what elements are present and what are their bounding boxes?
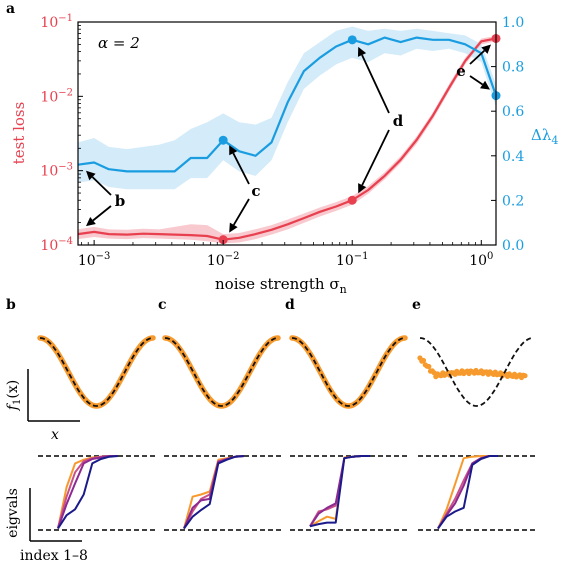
arrow-c-loss-shaft (232, 198, 250, 226)
annotation-arrows: b c d e (86, 44, 491, 233)
right-axis-label: Δλ4 (531, 126, 558, 147)
right-axis-ticks: 0.0 0.2 0.4 0.6 0.8 1.0 (491, 15, 524, 254)
annotation-letter-b: b (115, 192, 126, 210)
arrow-d-dl-head (357, 46, 367, 57)
panel-label-b: b (6, 297, 16, 313)
target-curve-e (419, 337, 534, 407)
annotation-letter-e: e (456, 62, 466, 80)
eigenvalue-axes (29, 488, 82, 542)
alpha-annotation: α = 2 (98, 34, 140, 52)
arrow-c-loss-head (229, 222, 238, 233)
panel-label-d: d (285, 297, 295, 313)
eigenvalue-y-label: eigvals (5, 488, 21, 538)
annotation-letter-d: d (393, 112, 404, 130)
marker-dl-d (347, 35, 357, 45)
marker-loss-d (347, 195, 357, 205)
panel-label-e: e (412, 297, 421, 313)
right-band (78, 26, 496, 190)
target-curve-d (291, 337, 406, 407)
right-tick-label: 0.8 (502, 60, 524, 76)
x-axis-label: noise strength σn (215, 275, 347, 296)
left-band (78, 35, 496, 244)
annotation-letter-c: c (251, 182, 260, 200)
target-curve-b (39, 337, 154, 407)
arrow-d-loss-shaft (361, 129, 390, 186)
eig-line-c-3 (183, 455, 245, 530)
left-axis-label: test loss (10, 102, 28, 165)
eig-line-b-0 (57, 455, 118, 529)
prediction-point (426, 363, 432, 370)
x-axis-ticks: 10−3 10−2 10−1 100 (78, 240, 493, 269)
eig-line-b-3 (57, 455, 119, 530)
arrow-e-loss-shaft (469, 49, 486, 65)
eig-line-b-1 (57, 455, 118, 529)
uncertainty-bands (78, 26, 496, 244)
x-tick-label: 100 (469, 251, 493, 269)
panel-label-c: c (158, 297, 167, 313)
eig-line-b-2 (57, 455, 118, 529)
eig-line-e-3 (437, 455, 498, 530)
arrow-e-dl-shaft (469, 75, 484, 86)
arrow-c-dl-shaft (232, 152, 250, 185)
arrow-d-dl-shaft (361, 54, 390, 114)
eigenvalue-x-label: index 1–8 (20, 548, 88, 564)
right-tick-label: 0.0 (502, 238, 524, 254)
right-tick-label: 0.4 (502, 149, 524, 165)
test-loss-line (77, 37, 497, 241)
function-y-label: f1(x) (5, 380, 23, 411)
delta-lambda-line (77, 36, 498, 173)
series-lines (77, 36, 498, 241)
right-tick-label: 0.6 (502, 104, 524, 120)
prediction-point (522, 373, 528, 379)
arrow-b-dl-shaft (91, 176, 112, 196)
prediction-curve-b (37, 335, 156, 409)
prediction-points-e (417, 355, 528, 381)
x-tick-label: 10−1 (336, 251, 369, 269)
left-tick-label: 10−1 (40, 13, 73, 31)
prediction-curve-c (162, 335, 281, 409)
function-x-label: x (51, 427, 59, 443)
plot-frame-a (77, 21, 497, 246)
eig-line-d-3 (309, 455, 370, 528)
arrow-b-dl-head (86, 170, 96, 181)
right-tick-label: 1.0 (502, 15, 524, 31)
prediction-point (420, 357, 427, 364)
left-tick-label: 10−2 (40, 87, 73, 105)
function-panels: b c d e f1(x) x (5, 297, 534, 443)
eigenvalue-panels: eigvals index 1–8 (5, 455, 538, 564)
arrow-b-loss-shaft (92, 205, 112, 222)
arrow-e-loss-head (481, 44, 491, 54)
function-axes (27, 369, 80, 422)
left-tick-label: 10−4 (40, 236, 73, 254)
eigenvalue-curves (38, 455, 538, 531)
arrow-c-dl-head (229, 145, 238, 156)
prediction-curve-d (289, 335, 408, 409)
panel-label-a: a (6, 1, 15, 17)
x-tick-label: 10−2 (207, 251, 240, 269)
marker-loss-c (218, 235, 228, 245)
x-tick-label: 10−3 (78, 251, 111, 269)
function-curves (37, 335, 534, 409)
left-tick-label: 10−3 (40, 162, 73, 180)
arrow-b-loss-head (86, 216, 96, 227)
left-axis-ticks: 10−4 10−3 10−2 10−1 (40, 13, 83, 254)
right-tick-label: 0.2 (502, 193, 524, 209)
marker-dl-c (218, 135, 228, 145)
arrow-d-loss-head (358, 183, 367, 194)
target-curve-c (164, 337, 279, 407)
arrow-e-dl-head (480, 80, 490, 90)
